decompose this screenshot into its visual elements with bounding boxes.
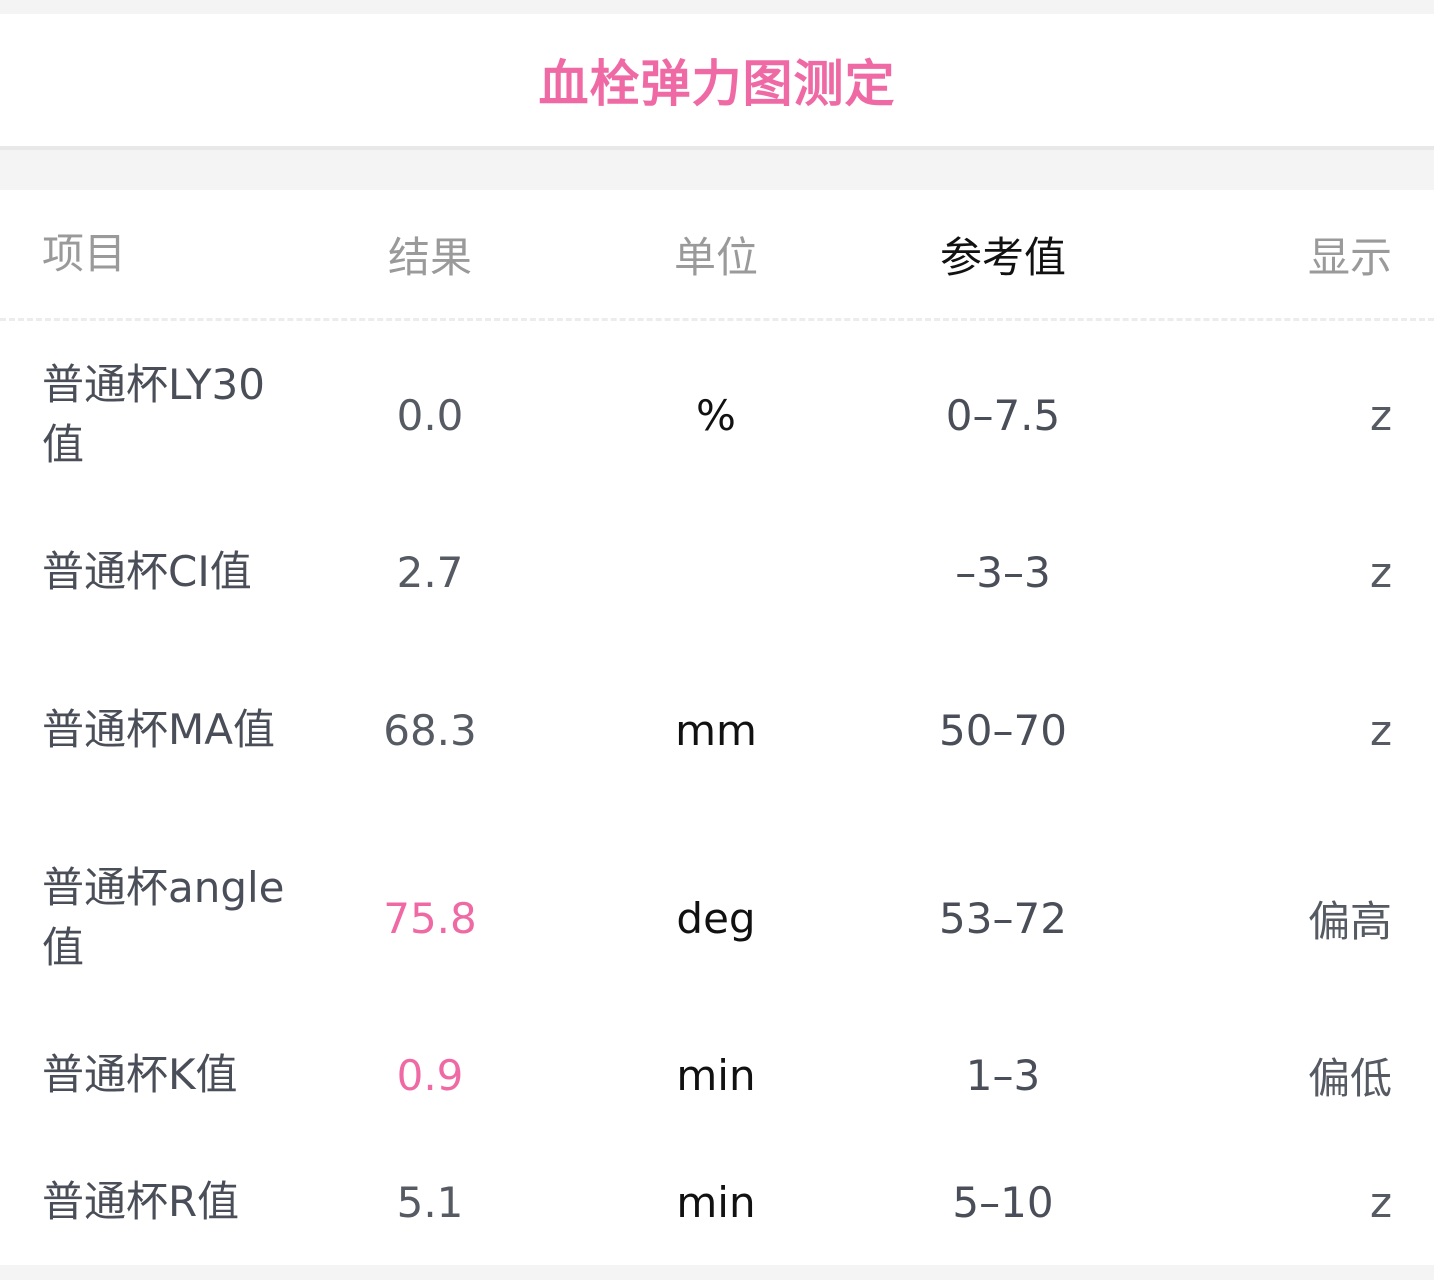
reference-value: 1–3 xyxy=(965,1050,1041,1100)
table-row: 普通杯CI值 2.7 –3–3 z xyxy=(0,502,1434,642)
table-header: 项目 结果 单位 参考值 显示 xyxy=(0,190,1434,321)
header-reference: 参考值 xyxy=(939,232,1066,282)
result-value: 75.8 xyxy=(383,893,477,943)
table-row: 普通杯MA值 68.3 mm 50–70 z xyxy=(0,660,1434,800)
item-name: 普通杯MA值 xyxy=(42,705,275,754)
display-value: z xyxy=(1369,1177,1392,1227)
header-display: 显示 xyxy=(1307,232,1392,282)
header-result: 结果 xyxy=(387,232,472,282)
header-unit: 单位 xyxy=(673,232,758,282)
result-value: 0.9 xyxy=(396,1050,464,1100)
header-bar: 血栓弹力图测定 xyxy=(0,14,1434,150)
display-value: 偏高 xyxy=(1307,896,1392,946)
unit-value: min xyxy=(676,1050,756,1100)
reference-value: 50–70 xyxy=(939,705,1067,755)
item-name: 普通杯LY30值 xyxy=(42,360,265,469)
result-value: 0.0 xyxy=(396,390,464,440)
result-value: 2.7 xyxy=(396,547,464,597)
header-item: 项目 xyxy=(42,229,127,278)
table-row: 普通杯R值 5.1 min 5–10 z xyxy=(0,1132,1434,1272)
table-row: 普通杯angle值 75.8 deg 53–72 偏高 xyxy=(0,848,1434,988)
table-row: 普通杯K值 0.9 min 1–3 偏低 xyxy=(0,1005,1434,1145)
item-name: 普通杯CI值 xyxy=(42,547,252,596)
item-name: 普通杯R值 xyxy=(42,1177,240,1226)
result-value: 5.1 xyxy=(396,1177,464,1227)
results-table: 项目 结果 单位 参考值 显示 普通杯LY30值 0.0% 0–7.5 z 普通杯CI值… xyxy=(0,190,1434,1265)
reference-value: 5–10 xyxy=(952,1177,1054,1227)
unit-value: mm xyxy=(675,705,757,755)
result-value: 68.3 xyxy=(383,705,477,755)
display-value: z xyxy=(1369,547,1392,597)
reference-value: 53–72 xyxy=(939,893,1067,943)
unit-value: % xyxy=(696,390,736,440)
unit-value: deg xyxy=(676,893,756,943)
table-row: 普通杯LY30值 0.0% 0–7.5 z xyxy=(0,345,1434,485)
display-value: z xyxy=(1369,390,1392,440)
display-value: z xyxy=(1369,705,1392,755)
item-name: 普通杯K值 xyxy=(42,1050,238,1099)
page-title: 血栓弹力图测定 xyxy=(538,55,896,113)
reference-value: 0–7.5 xyxy=(945,390,1061,440)
display-value: 偏低 xyxy=(1307,1053,1392,1103)
unit-value: min xyxy=(676,1177,756,1227)
reference-value: –3–3 xyxy=(955,547,1051,597)
item-name: 普通杯angle值 xyxy=(42,863,285,972)
